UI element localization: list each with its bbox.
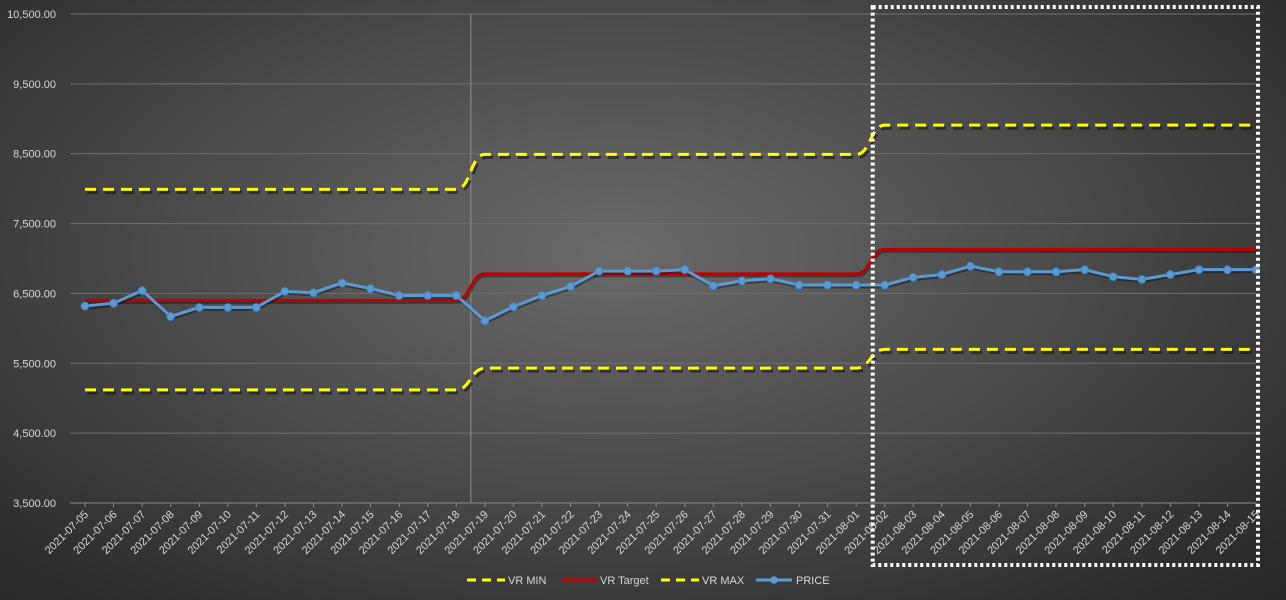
series-price-point — [1080, 265, 1089, 274]
y-tick-label: 5,500.00 — [13, 358, 56, 370]
series-lines — [80, 123, 1261, 395]
y-tick-label: 3,500.00 — [13, 498, 56, 510]
series-price-point — [109, 298, 118, 308]
gridlines — [70, 13, 1256, 504]
series-price-point — [394, 291, 404, 300]
series-price-point — [166, 312, 175, 321]
series-price-shadow — [85, 266, 1257, 325]
series-price-point — [309, 288, 318, 298]
series-vr-min-shadow — [87, 350, 1258, 395]
series-price-point — [1051, 267, 1061, 277]
y-tick-label: 8,500.00 — [13, 149, 56, 161]
legend-marker-price — [770, 576, 778, 584]
series-price-point — [80, 301, 90, 311]
legend-label-price: PRICE — [796, 575, 830, 587]
series-price-point — [680, 265, 690, 274]
series-price-point — [651, 266, 661, 276]
series-price-point — [480, 316, 490, 325]
legend-label-vr-max: VR MAX — [702, 575, 745, 587]
series-vr-max-line — [85, 123, 1256, 191]
series-price-point — [623, 266, 632, 276]
series-price-point — [1166, 270, 1175, 279]
x-axis: 2021-07-052021-07-062021-07-072021-07-08… — [43, 502, 1262, 557]
legend-label-vr-target: VR Target — [600, 575, 649, 587]
series-price-point — [794, 280, 804, 290]
series-vr-min-line — [85, 347, 1256, 392]
series-price-point — [537, 291, 547, 300]
series-price-point — [337, 278, 347, 288]
series-price-point — [880, 280, 890, 290]
y-tick-label: 6,500.00 — [13, 288, 56, 300]
y-tick-label: 4,500.00 — [13, 428, 56, 440]
series-vr-max-shadow — [87, 126, 1258, 194]
series-vr-target-shadow — [86, 249, 1257, 304]
series-price-point — [1194, 265, 1204, 274]
y-tick-label: 7,500.00 — [13, 219, 56, 231]
legend-label-vr-min: VR MIN — [508, 575, 547, 587]
series-price-point — [137, 286, 147, 295]
highlight-rectangle — [870, 5, 1261, 567]
series-price-point — [252, 303, 261, 312]
series-price-line — [84, 264, 1256, 323]
series-price-point — [1108, 272, 1118, 281]
series-price-point — [966, 261, 975, 271]
series-price-point — [194, 303, 204, 312]
series-price-point — [709, 281, 718, 291]
series-vr-target-line — [85, 247, 1256, 302]
series-price-point — [423, 291, 433, 300]
series-price-point — [223, 303, 233, 312]
series-price-point — [1223, 265, 1232, 274]
series-price-point — [509, 302, 518, 312]
series-price-point — [937, 270, 947, 279]
series-price-point — [566, 282, 575, 291]
series-price-point — [766, 274, 775, 284]
series-price-point — [1137, 275, 1147, 284]
legend: VR MIN VR Target VR MAX PRICE — [467, 575, 830, 587]
series-price-point — [851, 280, 861, 290]
series-price-point — [451, 291, 461, 300]
series-price-point — [1023, 267, 1032, 277]
series-price-point — [823, 280, 832, 290]
highlight-box — [870, 5, 1261, 567]
y-axis: 3,500.00 4,500.00 5,500.00 6,500.00 7,500.00… — [7, 9, 56, 510]
y-tick-label: 10,500.00 — [7, 9, 56, 21]
series-price-point — [280, 287, 290, 296]
series-price-point — [994, 267, 1004, 277]
series-price-point — [594, 266, 604, 276]
y-tick-label: 9,500.00 — [13, 79, 56, 91]
series-price-point — [737, 276, 747, 286]
series-price-point — [908, 273, 918, 282]
series-price-point — [366, 284, 375, 293]
